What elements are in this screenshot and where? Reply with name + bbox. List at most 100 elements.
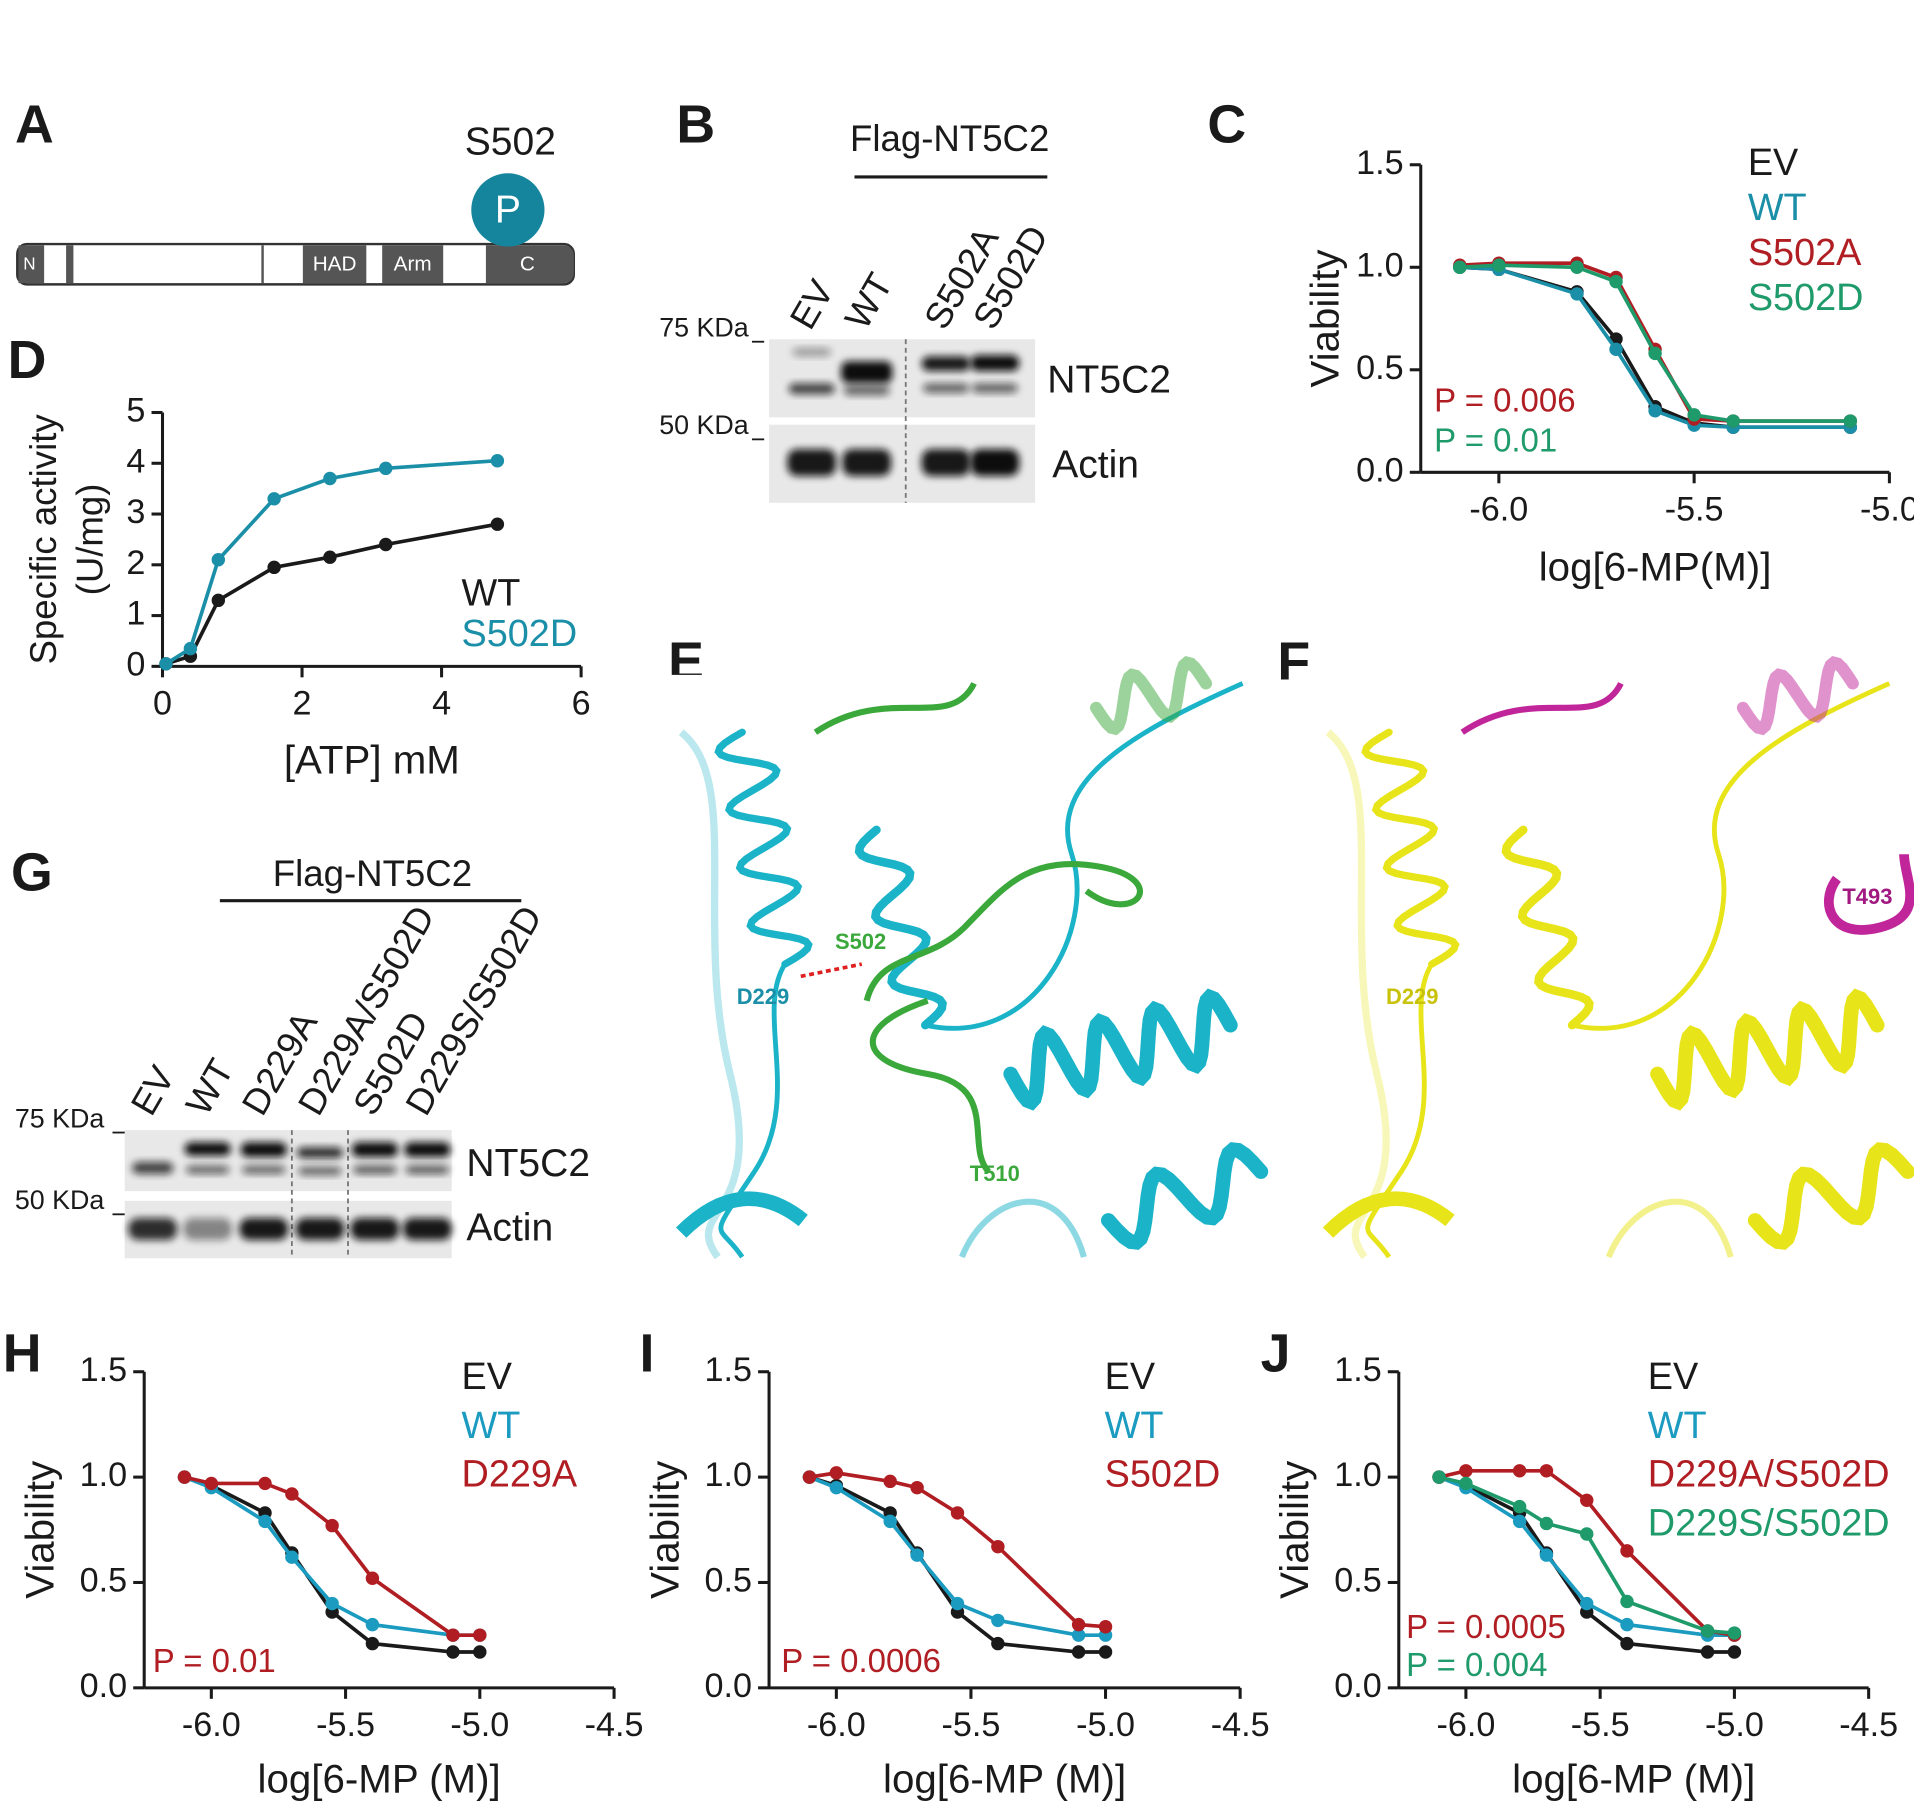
lane-label: WT <box>178 1052 242 1122</box>
blot-top <box>124 1130 452 1192</box>
ribbon-helix <box>1090 656 1213 736</box>
series-line <box>1438 1475 1735 1637</box>
data-point <box>323 550 337 564</box>
h-bond <box>800 962 863 979</box>
data-point <box>325 1518 339 1533</box>
x-tick-label: -6.0 <box>807 1706 866 1744</box>
ribbon-loop <box>959 1198 1087 1259</box>
band <box>297 1166 342 1176</box>
panel-label: F <box>1277 631 1310 691</box>
x-tick-label: -5.0 <box>1860 490 1914 528</box>
y-tick-label: 0.0 <box>704 1667 751 1705</box>
legend-entry: D229S/S502D <box>1648 1503 1890 1545</box>
data-point <box>177 1470 192 1484</box>
y-tick-label: 0 <box>126 645 145 683</box>
band <box>843 385 890 396</box>
data-point <box>1620 1636 1634 1651</box>
data-point <box>1539 1516 1554 1531</box>
series-line <box>808 1475 1106 1637</box>
y-tick-label: 4 <box>126 442 145 480</box>
band <box>185 1165 230 1175</box>
legend-entry: EV <box>1648 1356 1699 1398</box>
annotation: P = 0.006 <box>1434 381 1575 418</box>
x-tick-label: -6.0 <box>1436 1706 1495 1744</box>
legend-entry: WT <box>1748 187 1807 229</box>
y-tick-label: 1.0 <box>1334 1456 1381 1494</box>
data-point <box>1609 274 1623 289</box>
legend-entry: S502A <box>1748 232 1862 274</box>
x-tick-label: -5.5 <box>1665 490 1724 528</box>
legend-entry: S502D <box>1748 277 1864 319</box>
panel-label: D <box>8 330 47 390</box>
data-point <box>1098 1645 1113 1659</box>
domain-c <box>485 245 574 284</box>
legend-entry: WT <box>1648 1405 1707 1447</box>
domain-stripe <box>66 245 74 284</box>
band-label: Actin <box>1052 444 1139 487</box>
data-point <box>379 461 393 476</box>
ribbon-loop <box>813 681 977 735</box>
data-point <box>910 1548 924 1562</box>
x-tick-label: 4 <box>432 684 451 722</box>
band-label: NT5C2 <box>466 1142 590 1185</box>
data-point <box>446 1628 460 1642</box>
annotation: P = 0.004 <box>1406 1646 1547 1683</box>
panel-label: G <box>11 842 53 902</box>
data-point <box>1580 1493 1594 1508</box>
ribbon-helix <box>1003 988 1238 1111</box>
data-point <box>950 1506 965 1520</box>
residue-label: D229 <box>1386 984 1438 1009</box>
size-marker: 75 KDa <box>659 313 749 343</box>
series-line <box>1438 1475 1735 1635</box>
data-point <box>204 1476 219 1491</box>
panel-label: J <box>1261 1323 1291 1383</box>
band <box>131 1161 174 1175</box>
y-tick-label: 0.5 <box>1334 1562 1381 1600</box>
x-axis-title: log[6-MP (M)] <box>258 1756 501 1801</box>
phospho-label: P <box>495 189 521 232</box>
x-axis-title: [ATP] mM <box>284 737 460 782</box>
band <box>841 361 893 384</box>
lane-label: WT <box>837 266 901 336</box>
data-point <box>258 1476 272 1491</box>
data-point <box>1512 1499 1527 1514</box>
data-point <box>285 1550 299 1564</box>
data-point <box>1580 1527 1594 1541</box>
y-tick-label: 0.0 <box>1356 451 1403 489</box>
structure-bg <box>668 674 1261 1258</box>
legend-entry: EV <box>1748 142 1799 184</box>
series-line <box>165 522 498 666</box>
series-line <box>183 1475 480 1654</box>
data-point <box>1620 1544 1634 1558</box>
x-tick-label: -6.0 <box>182 1706 241 1744</box>
data-point <box>379 537 393 552</box>
annotation: P = 0.0005 <box>1406 1608 1566 1645</box>
ribbon-helix <box>714 728 813 968</box>
band <box>351 1142 399 1157</box>
domain-label: HAD <box>313 252 357 275</box>
y-axis-title: (U/mg) <box>70 483 111 595</box>
data-point <box>1098 1620 1113 1634</box>
data-point <box>1687 408 1701 422</box>
x-tick-label: -4.5 <box>585 1706 644 1744</box>
size-marker: 50 KDa <box>659 410 749 440</box>
data-point <box>829 1466 844 1480</box>
data-point <box>1539 1464 1554 1478</box>
band <box>128 1217 178 1240</box>
data-point <box>258 1514 272 1529</box>
series-line <box>1438 1475 1735 1654</box>
data-point <box>1570 260 1584 274</box>
data-point <box>1071 1645 1086 1659</box>
residue-label: S502 <box>835 929 886 954</box>
band <box>296 1147 344 1159</box>
y-tick-label: 0.5 <box>704 1562 751 1600</box>
data-point <box>267 560 281 575</box>
y-tick-label: 3 <box>126 493 145 531</box>
y-tick-label: 0.0 <box>1334 1667 1381 1705</box>
y-tick-label: 1.5 <box>704 1351 751 1389</box>
ribbon-helix <box>1501 825 1594 1030</box>
ribbon-loop <box>1460 681 1624 735</box>
y-tick-label: 1.5 <box>1334 1351 1381 1389</box>
x-tick-label: -5.5 <box>942 1706 1001 1744</box>
